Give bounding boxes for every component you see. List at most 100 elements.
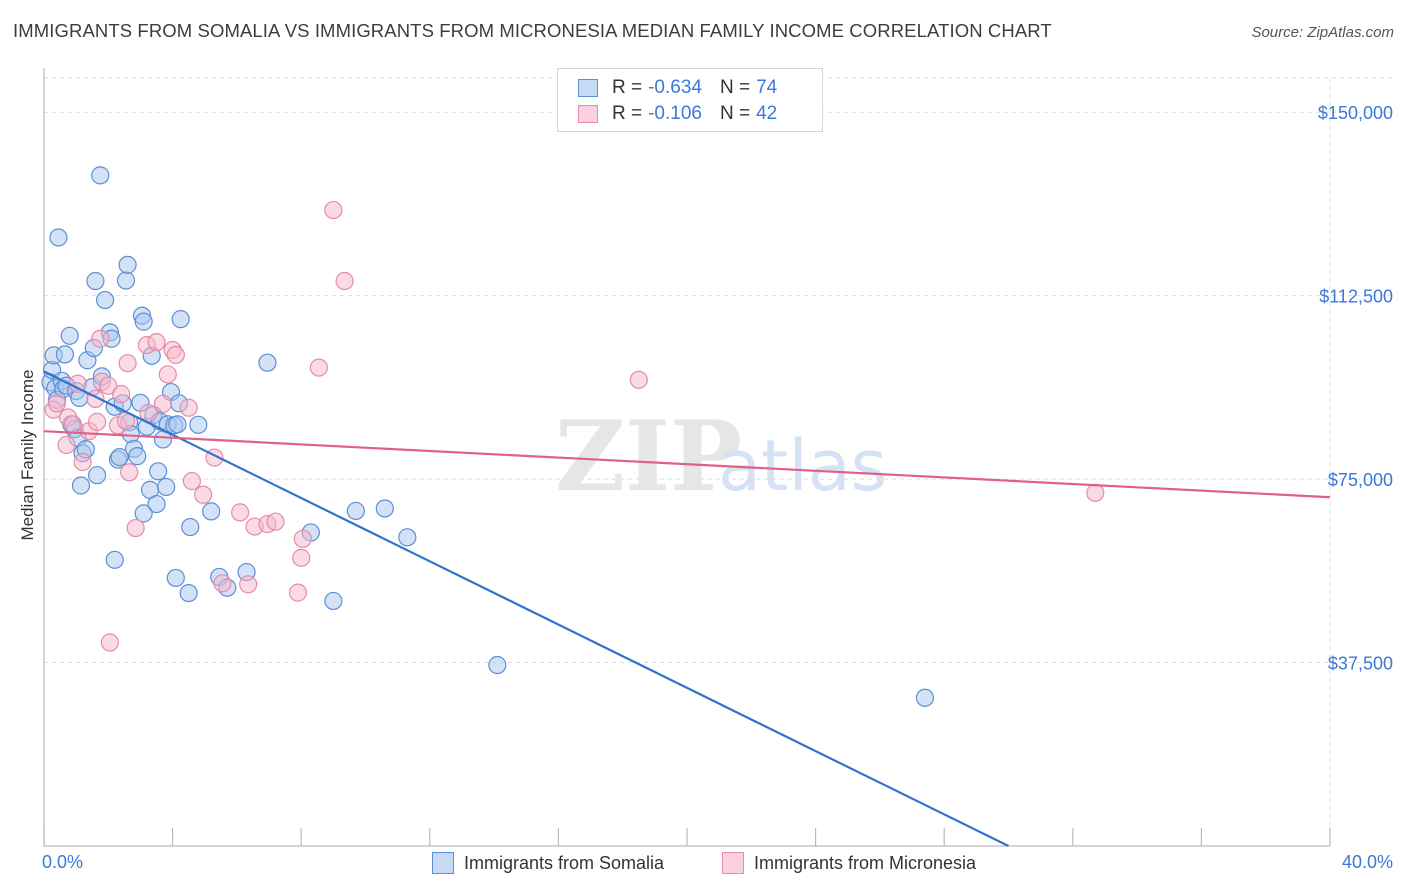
somalia-point [149, 462, 168, 481]
somalia-trendline [43, 370, 1009, 847]
somalia-point [202, 502, 221, 521]
y-tick-label: $150,000 [1318, 103, 1393, 123]
somalia-point [398, 528, 417, 547]
legend-item-somalia[interactable]: Immigrants from Somalia [432, 852, 664, 874]
series-legend: Immigrants from Somalia Immigrants from … [0, 852, 1406, 876]
watermark-zip: ZIP [555, 400, 742, 513]
y-tick-label: $75,000 [1328, 470, 1393, 490]
micronesia-point [166, 345, 185, 364]
y-tick-label: $112,500 [1319, 287, 1393, 307]
somalia-point [49, 228, 68, 247]
r-label: R = [612, 103, 643, 124]
micronesia-point [47, 394, 66, 413]
x-tick-label-min: 0.0% [42, 852, 84, 872]
micronesia-point [118, 354, 137, 373]
micronesia-point [324, 200, 343, 220]
micronesia-point [120, 463, 139, 482]
micronesia-point [87, 412, 107, 431]
chart-title: IMMIGRANTS FROM SOMALIA VS IMMIGRANTS FR… [13, 20, 1052, 41]
watermark-atlas: atlas [718, 425, 887, 507]
stats-row-somalia: R = -0.634 N = 74 [578, 75, 777, 101]
series-micronesia [44, 200, 1105, 652]
micronesia-point [231, 503, 250, 522]
somalia-point [488, 655, 507, 675]
somalia-point [134, 504, 153, 523]
somalia-point [181, 517, 200, 537]
micronesia-point [292, 548, 311, 567]
micronesia-point [153, 394, 173, 413]
stats-legend: R = -0.634 N = 74 R = -0.106 N = 42 [557, 68, 823, 132]
micronesia-point [68, 374, 87, 393]
source-credit: Source: ZipAtlas.com [1251, 24, 1394, 41]
x-tick-label-max: 40.0% [1341, 852, 1393, 872]
somalia-point [105, 550, 124, 569]
micronesia-point [1086, 483, 1105, 502]
somalia-point [55, 345, 74, 364]
y-axis-label: Median Family Income [18, 369, 37, 541]
micronesia-point [288, 583, 308, 602]
somalia-point [95, 290, 115, 310]
micronesia-point [158, 365, 177, 384]
somalia-point [87, 466, 107, 485]
micronesia-point [182, 471, 201, 491]
somalia-point [171, 310, 190, 329]
somalia-legend-swatch [432, 852, 454, 874]
somalia-point [915, 688, 935, 707]
somalia-point [147, 494, 166, 514]
legend-label-somalia: Immigrants from Somalia [464, 852, 665, 873]
axes [43, 68, 1331, 847]
micronesia-point [213, 574, 232, 593]
r-value: -0.634 [648, 77, 702, 98]
somalia-point [168, 415, 187, 434]
somalia-point [116, 271, 136, 290]
somalia-point [189, 415, 208, 434]
micronesia-point [73, 452, 92, 472]
micronesia-point [239, 575, 258, 594]
somalia-point [258, 353, 277, 372]
micronesia-point [179, 398, 198, 417]
somalia-point [91, 166, 110, 185]
legend-label-micronesia: Immigrants from Micronesia [754, 852, 977, 873]
micronesia-point [57, 435, 76, 454]
micronesia-point [194, 485, 213, 504]
somalia-point [60, 326, 79, 345]
micronesia-point [147, 333, 166, 352]
watermark: ZIP atlas [555, 400, 887, 513]
legend-item-micronesia[interactable]: Immigrants from Micronesia [722, 852, 976, 874]
micronesia-trendline [43, 430, 1331, 499]
somalia-point [118, 255, 137, 274]
micronesia-point [309, 358, 328, 377]
somalia-point [179, 583, 198, 603]
n-value: 42 [756, 103, 778, 124]
r-label: R = [612, 77, 643, 98]
somalia-point [110, 448, 129, 467]
n-value: 74 [756, 77, 778, 98]
micronesia-point [99, 376, 118, 395]
somalia-point [128, 447, 147, 466]
micronesia-point [63, 415, 83, 434]
n-label: N = [719, 103, 751, 124]
somalia-point [134, 312, 153, 331]
trendlines [43, 370, 1331, 847]
micronesia-legend-swatch [722, 852, 744, 874]
micronesia-point [139, 403, 158, 423]
somalia-point [157, 477, 176, 497]
somalia-point [346, 501, 365, 521]
somalia-point [71, 476, 91, 495]
micronesia-point [100, 633, 120, 652]
somalia-point [166, 568, 185, 588]
micronesia-point [335, 271, 354, 291]
somalia-point [375, 499, 394, 518]
micronesia-point [293, 529, 312, 548]
stats-row-micronesia: R = -0.106 N = 42 [578, 101, 777, 127]
micronesia-point [91, 329, 110, 348]
y-tick-labels: $37,500 $75,000 $112,500 $150,000 [1318, 103, 1393, 673]
y-tick-label: $37,500 [1328, 654, 1393, 674]
somalia-point [86, 271, 105, 291]
micronesia-point [266, 512, 285, 531]
somalia-swatch [578, 79, 598, 97]
micronesia-point [112, 384, 131, 404]
r-value: -0.106 [648, 103, 702, 124]
micronesia-point [629, 370, 648, 389]
